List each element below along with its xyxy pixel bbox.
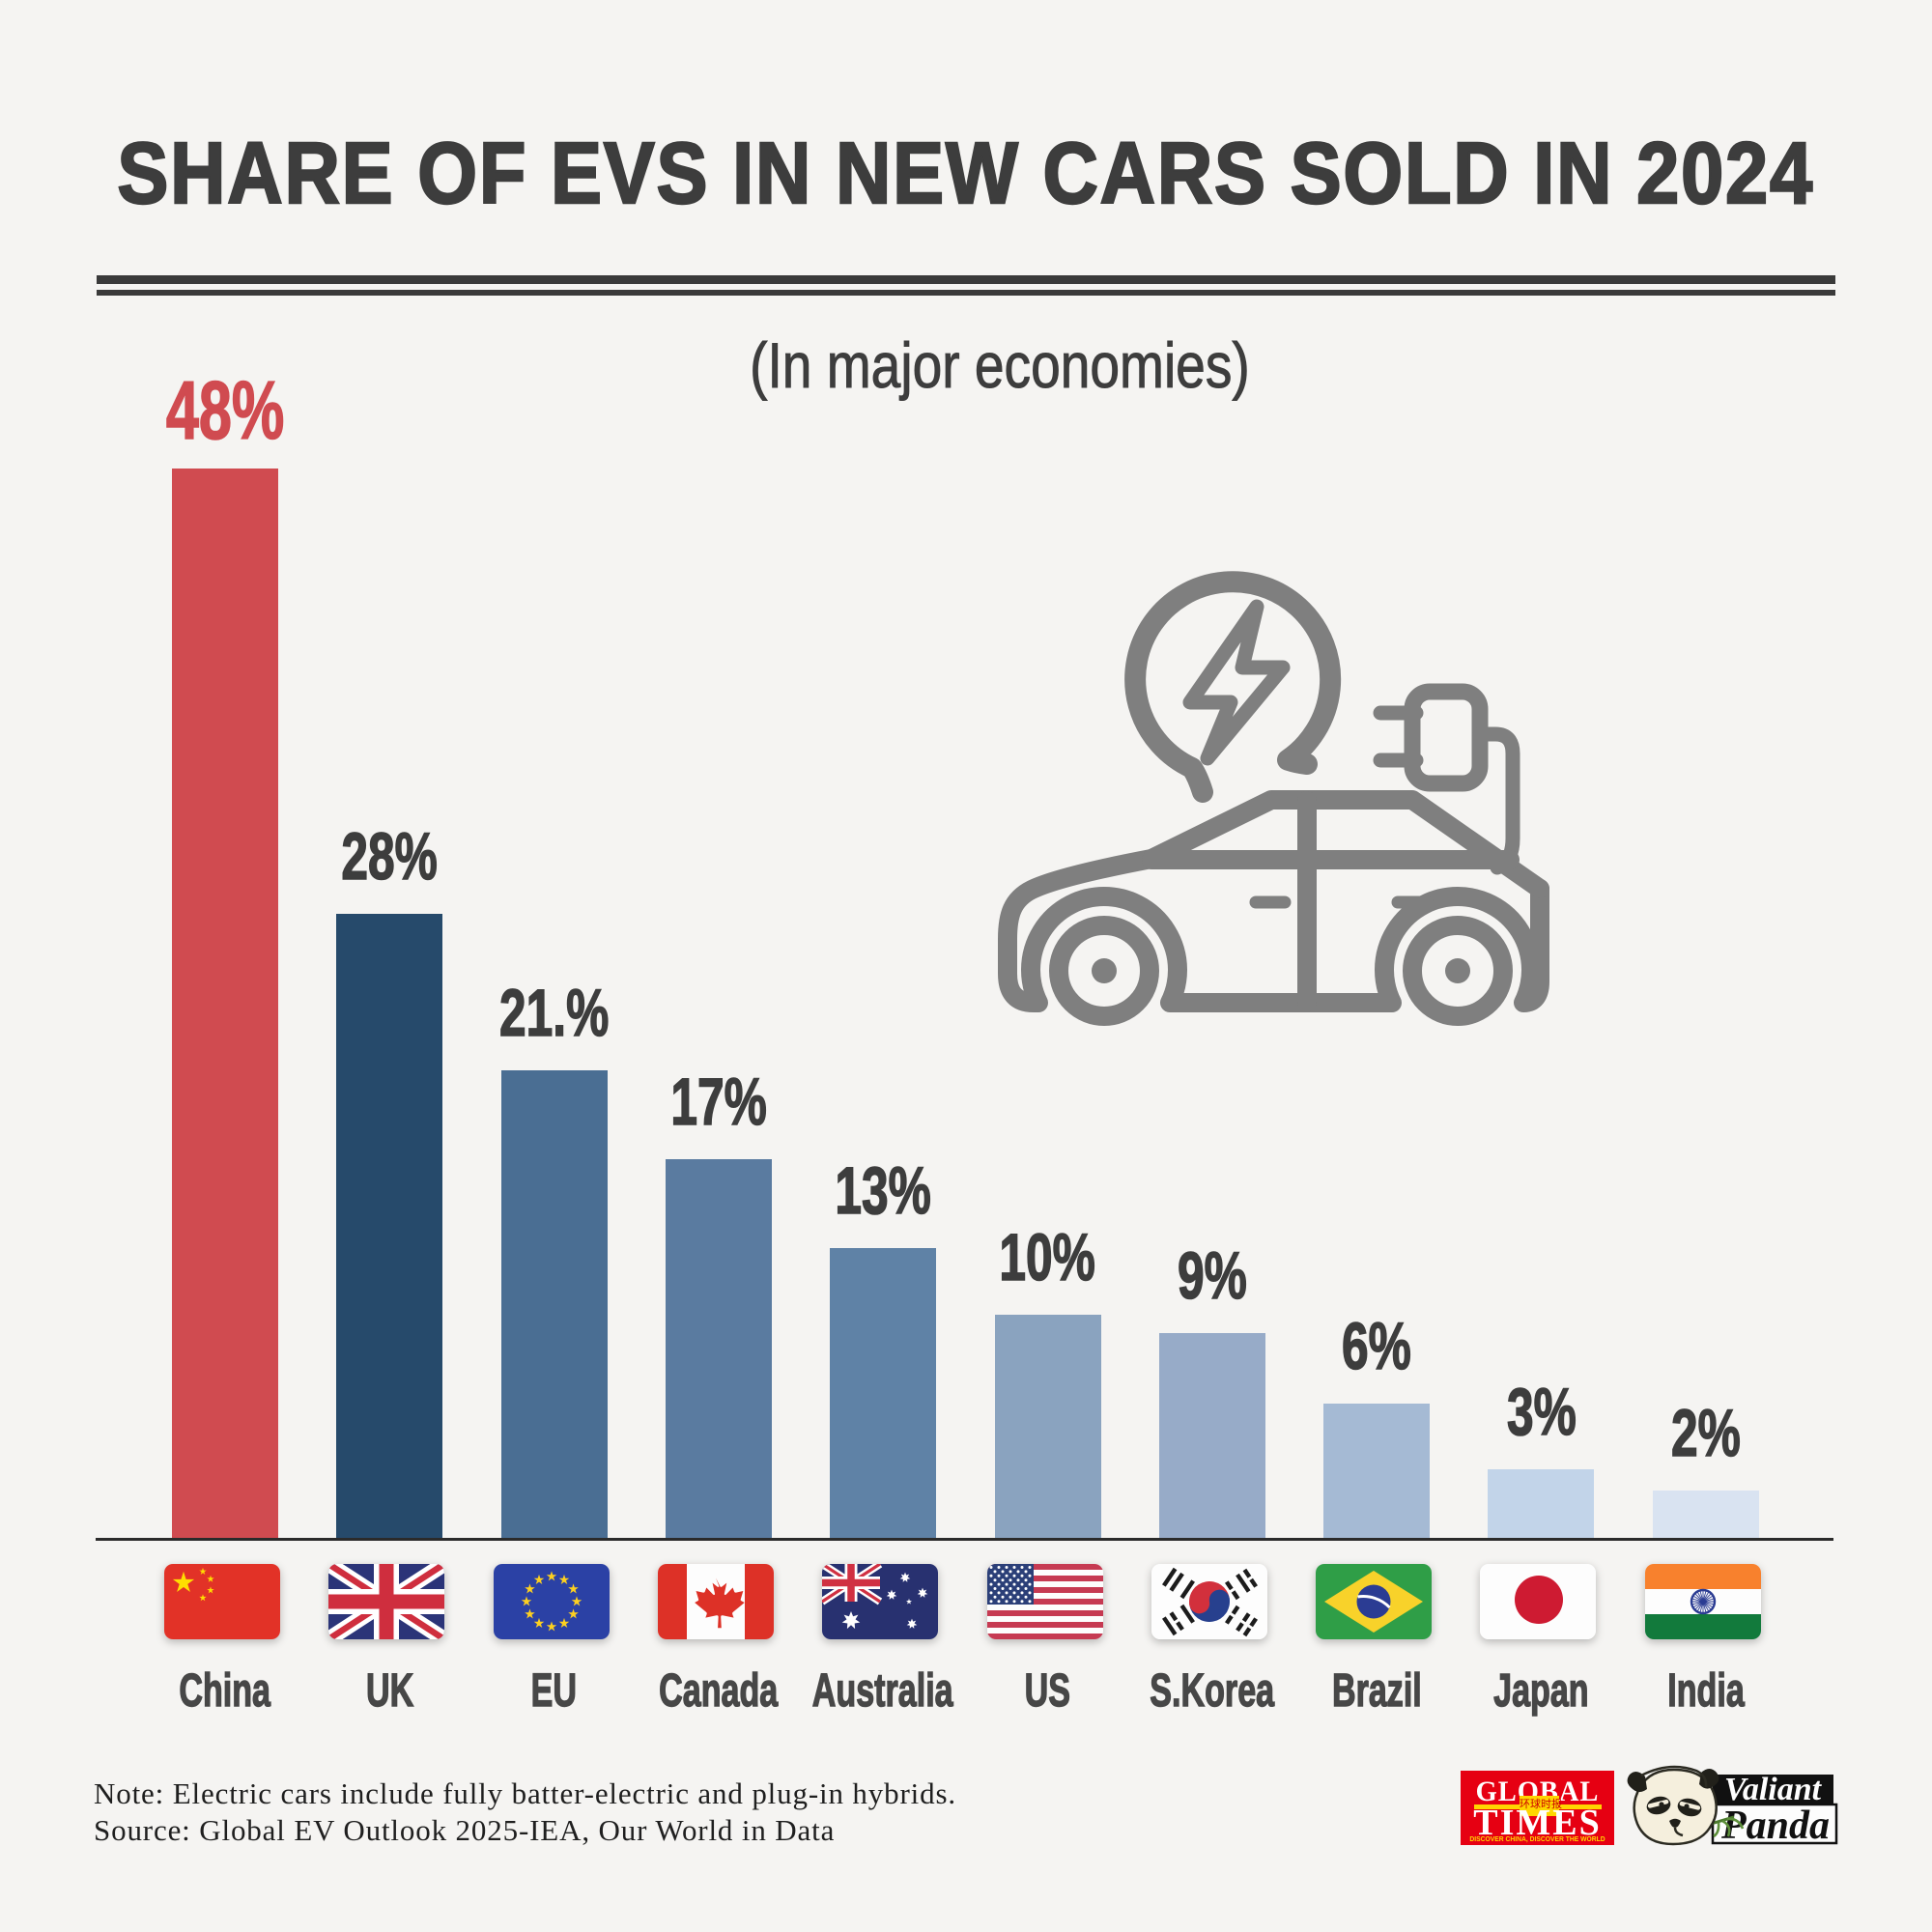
svg-text:Panda: Panda (1720, 1804, 1830, 1848)
svg-text:Valiant: Valiant (1724, 1772, 1823, 1807)
